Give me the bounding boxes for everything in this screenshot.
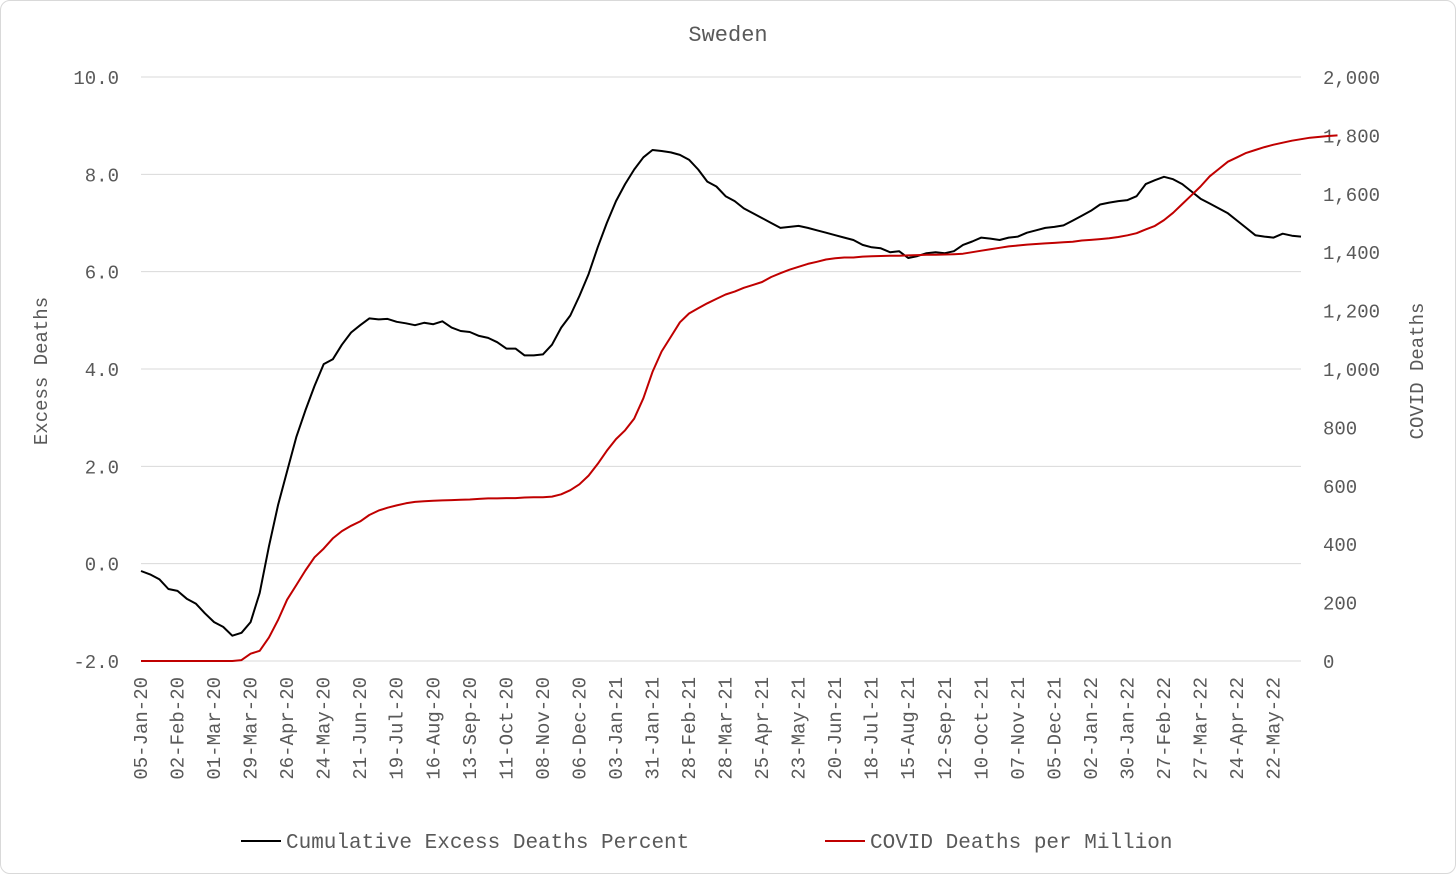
left-axis-title: Excess Deaths <box>31 297 53 445</box>
x-tick-label: 02-Feb-20 <box>168 677 190 780</box>
gridlines <box>141 76 1301 662</box>
y-tick-label: 6.0 <box>85 263 119 285</box>
y2-tick-label: 0 <box>1323 652 1334 674</box>
x-tick-label: 29-Mar-20 <box>241 677 263 780</box>
legend-label-covid: COVID Deaths per Million <box>870 832 1172 855</box>
x-tick-label: 06-Dec-20 <box>569 677 591 780</box>
x-tick-label: 27-Feb-22 <box>1154 677 1176 780</box>
x-tick-label: 22-May-22 <box>1264 677 1286 780</box>
x-tick-label: 28-Feb-21 <box>679 677 701 780</box>
x-tick-label: 24-May-20 <box>314 677 336 780</box>
x-tick-label: 27-Mar-22 <box>1191 677 1213 780</box>
x-tick-label: 07-Nov-21 <box>1008 677 1030 780</box>
x-tick-label: 03-Jan-21 <box>606 677 628 780</box>
y-tick-label: 4.0 <box>85 360 119 382</box>
left-axis-labels: -2.0 0.0 2.0 4.0 6.0 8.0 10.0 <box>73 68 119 674</box>
legend-label-excess: Cumulative Excess Deaths Percent <box>286 832 689 855</box>
x-tick-label: 16-Aug-20 <box>423 677 445 780</box>
x-tick-label: 18-Jul-21 <box>862 677 884 780</box>
y-tick-label: -2.0 <box>73 652 119 674</box>
x-tick-label: 08-Nov-20 <box>533 677 555 780</box>
x-tick-label: 13-Sep-20 <box>460 677 482 780</box>
x-tick-label: 05-Jan-20 <box>131 677 153 780</box>
y-tick-label: 10.0 <box>73 68 119 90</box>
y2-tick-label: 1,600 <box>1323 185 1380 207</box>
y2-tick-label: 1,400 <box>1323 243 1380 265</box>
x-tick-label: 19-Jul-20 <box>387 677 409 780</box>
x-tick-label: 12-Sep-21 <box>935 677 957 780</box>
x-tick-label: 20-Jun-21 <box>825 677 847 780</box>
x-tick-label: 24-Apr-22 <box>1227 677 1249 780</box>
chart-title: Sweden <box>688 23 767 48</box>
y-tick-label: 0.0 <box>85 555 119 577</box>
y-tick-label: 8.0 <box>85 165 119 187</box>
x-tick-label: 26-Apr-20 <box>277 677 299 780</box>
x-tick-label: 05-Dec-21 <box>1044 677 1066 780</box>
x-tick-label: 21-Jun-20 <box>350 677 372 780</box>
y2-tick-label: 200 <box>1323 594 1357 616</box>
x-tick-label: 01-Mar-20 <box>204 677 226 780</box>
x-tick-label: 11-Oct-20 <box>496 677 518 780</box>
series-lines <box>140 134 1338 662</box>
right-axis-title: COVID Deaths <box>1407 303 1429 440</box>
y2-tick-label: 400 <box>1323 535 1357 557</box>
y2-tick-label: 2,000 <box>1323 68 1380 90</box>
excess-deaths-line <box>140 149 1302 637</box>
y2-tick-label: 1,800 <box>1323 126 1380 148</box>
covid-deaths-line <box>141 134 1338 662</box>
x-tick-label: 25-Apr-21 <box>752 677 774 780</box>
x-tick-label: 30-Jan-22 <box>1117 677 1139 780</box>
y-tick-label: 2.0 <box>85 457 119 479</box>
legend: Cumulative Excess Deaths Percent COVID D… <box>241 832 1172 855</box>
right-axis-labels: 0 200 400 600 800 1,000 1,200 1,400 1,600 1,800 2,… <box>1323 68 1380 674</box>
y2-tick-label: 1,200 <box>1323 302 1380 324</box>
x-axis-labels: 05-Jan-20 02-Feb-20 01-Mar-20 29-Mar-20 26-A… <box>131 677 1286 780</box>
x-tick-label: 31-Jan-21 <box>642 677 664 780</box>
x-tick-label: 15-Aug-21 <box>898 677 920 780</box>
x-tick-label: 10-Oct-21 <box>971 677 993 780</box>
x-tick-label: 02-Jan-22 <box>1081 677 1103 780</box>
y2-tick-label: 600 <box>1323 477 1357 499</box>
y2-tick-label: 800 <box>1323 418 1357 440</box>
x-tick-label: 23-May-21 <box>789 677 811 780</box>
x-tick-label: 28-Mar-21 <box>716 677 738 780</box>
y2-tick-label: 1,000 <box>1323 360 1380 382</box>
